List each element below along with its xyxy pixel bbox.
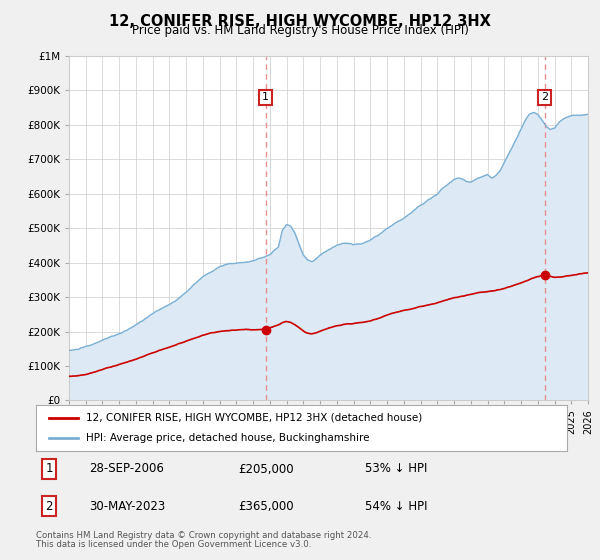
Text: HPI: Average price, detached house, Buckinghamshire: HPI: Average price, detached house, Buck…: [86, 433, 370, 444]
Text: £205,000: £205,000: [238, 463, 293, 475]
Text: £365,000: £365,000: [238, 500, 293, 512]
Text: 54% ↓ HPI: 54% ↓ HPI: [365, 500, 428, 512]
Text: 1: 1: [46, 463, 53, 475]
Text: 2: 2: [46, 500, 53, 512]
Text: 12, CONIFER RISE, HIGH WYCOMBE, HP12 3HX: 12, CONIFER RISE, HIGH WYCOMBE, HP12 3HX: [109, 14, 491, 29]
Text: Price paid vs. HM Land Registry's House Price Index (HPI): Price paid vs. HM Land Registry's House …: [131, 24, 469, 37]
Text: Contains HM Land Registry data © Crown copyright and database right 2024.: Contains HM Land Registry data © Crown c…: [36, 531, 371, 540]
Text: This data is licensed under the Open Government Licence v3.0.: This data is licensed under the Open Gov…: [36, 540, 311, 549]
Text: 12, CONIFER RISE, HIGH WYCOMBE, HP12 3HX (detached house): 12, CONIFER RISE, HIGH WYCOMBE, HP12 3HX…: [86, 413, 422, 423]
Text: 28-SEP-2006: 28-SEP-2006: [89, 463, 164, 475]
Text: 30-MAY-2023: 30-MAY-2023: [89, 500, 166, 512]
Text: 53% ↓ HPI: 53% ↓ HPI: [365, 463, 428, 475]
Text: 1: 1: [262, 92, 269, 102]
Text: 2: 2: [541, 92, 548, 102]
